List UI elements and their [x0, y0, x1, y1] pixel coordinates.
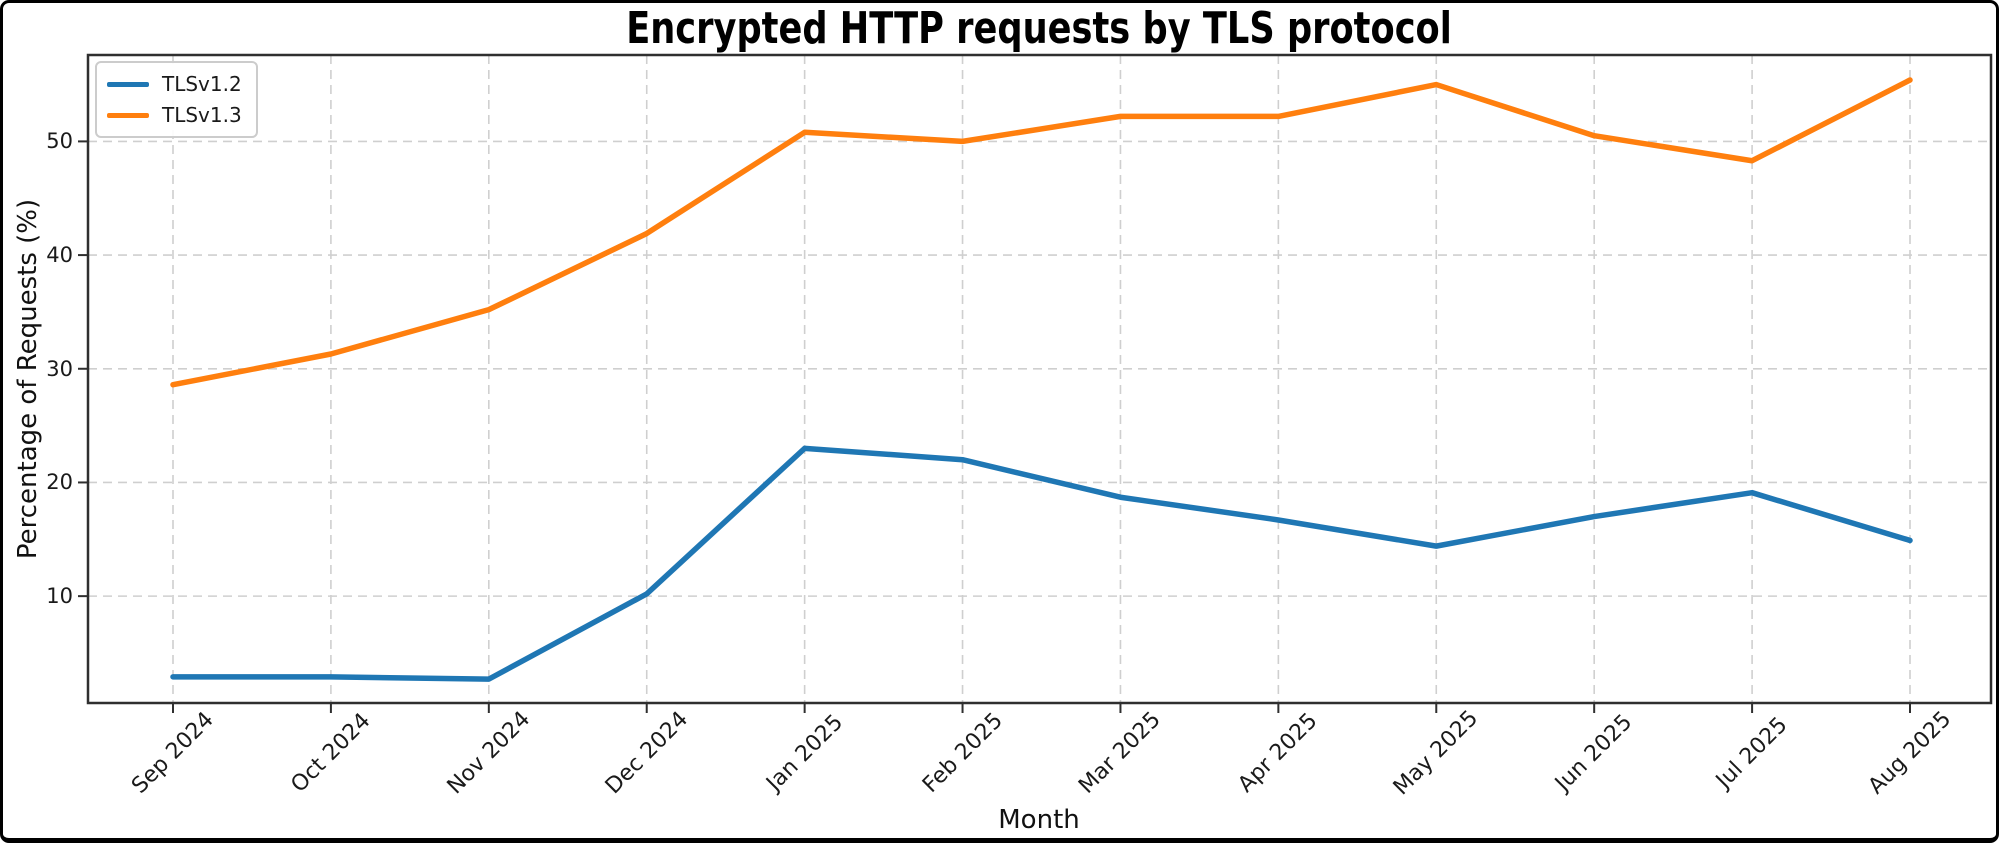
x-tick-label: Nov 2024: [442, 706, 536, 800]
legend-line-swatch-tlsv12: [107, 81, 149, 87]
x-tick-label: Mar 2025: [1074, 707, 1167, 799]
tick-marks: [78, 140, 1911, 713]
x-tick-label: Jun 2025: [1550, 709, 1638, 797]
x-tick-label: May 2025: [1389, 705, 1484, 801]
chart-title: Encrypted HTTP requests by TLS protocol: [626, 3, 1452, 54]
legend-item-tlsv13: TLSv1.3: [107, 103, 242, 127]
y-tick-label: 30: [46, 356, 73, 381]
y-tick-label: 10: [46, 584, 73, 609]
x-tick-label: Oct 2024: [286, 708, 376, 798]
x-tick-label: Aug 2025: [1863, 706, 1957, 800]
x-tick-label: Feb 2025: [917, 708, 1008, 798]
x-tick-label: Dec 2024: [600, 706, 693, 800]
chart-canvas: [78, 53, 1993, 713]
x-tick-label: Jan 2025: [761, 709, 848, 797]
x-axis-title: Month: [998, 805, 1080, 835]
x-tick-label: Apr 2025: [1233, 708, 1323, 798]
legend: TLSv1.2 TLSv1.3: [95, 61, 258, 138]
x-tick-label: Sep 2024: [127, 707, 219, 799]
y-tick-label: 40: [46, 243, 73, 268]
y-tick-label: 50: [46, 129, 73, 154]
plot-area: [78, 53, 1993, 713]
x-tick-label: Jul 2025: [1711, 712, 1793, 794]
series-line-tlsv1.3: [170, 77, 1913, 388]
plot-spines: [86, 53, 1993, 705]
legend-item-tlsv12: TLSv1.2: [107, 72, 242, 96]
y-tick-label: 20: [46, 470, 73, 495]
legend-label: TLSv1.2: [162, 72, 242, 96]
legend-line-swatch-tlsv13: [107, 112, 149, 118]
series-line-tlsv1.2: [170, 445, 1913, 682]
legend-label: TLSv1.3: [162, 103, 242, 127]
